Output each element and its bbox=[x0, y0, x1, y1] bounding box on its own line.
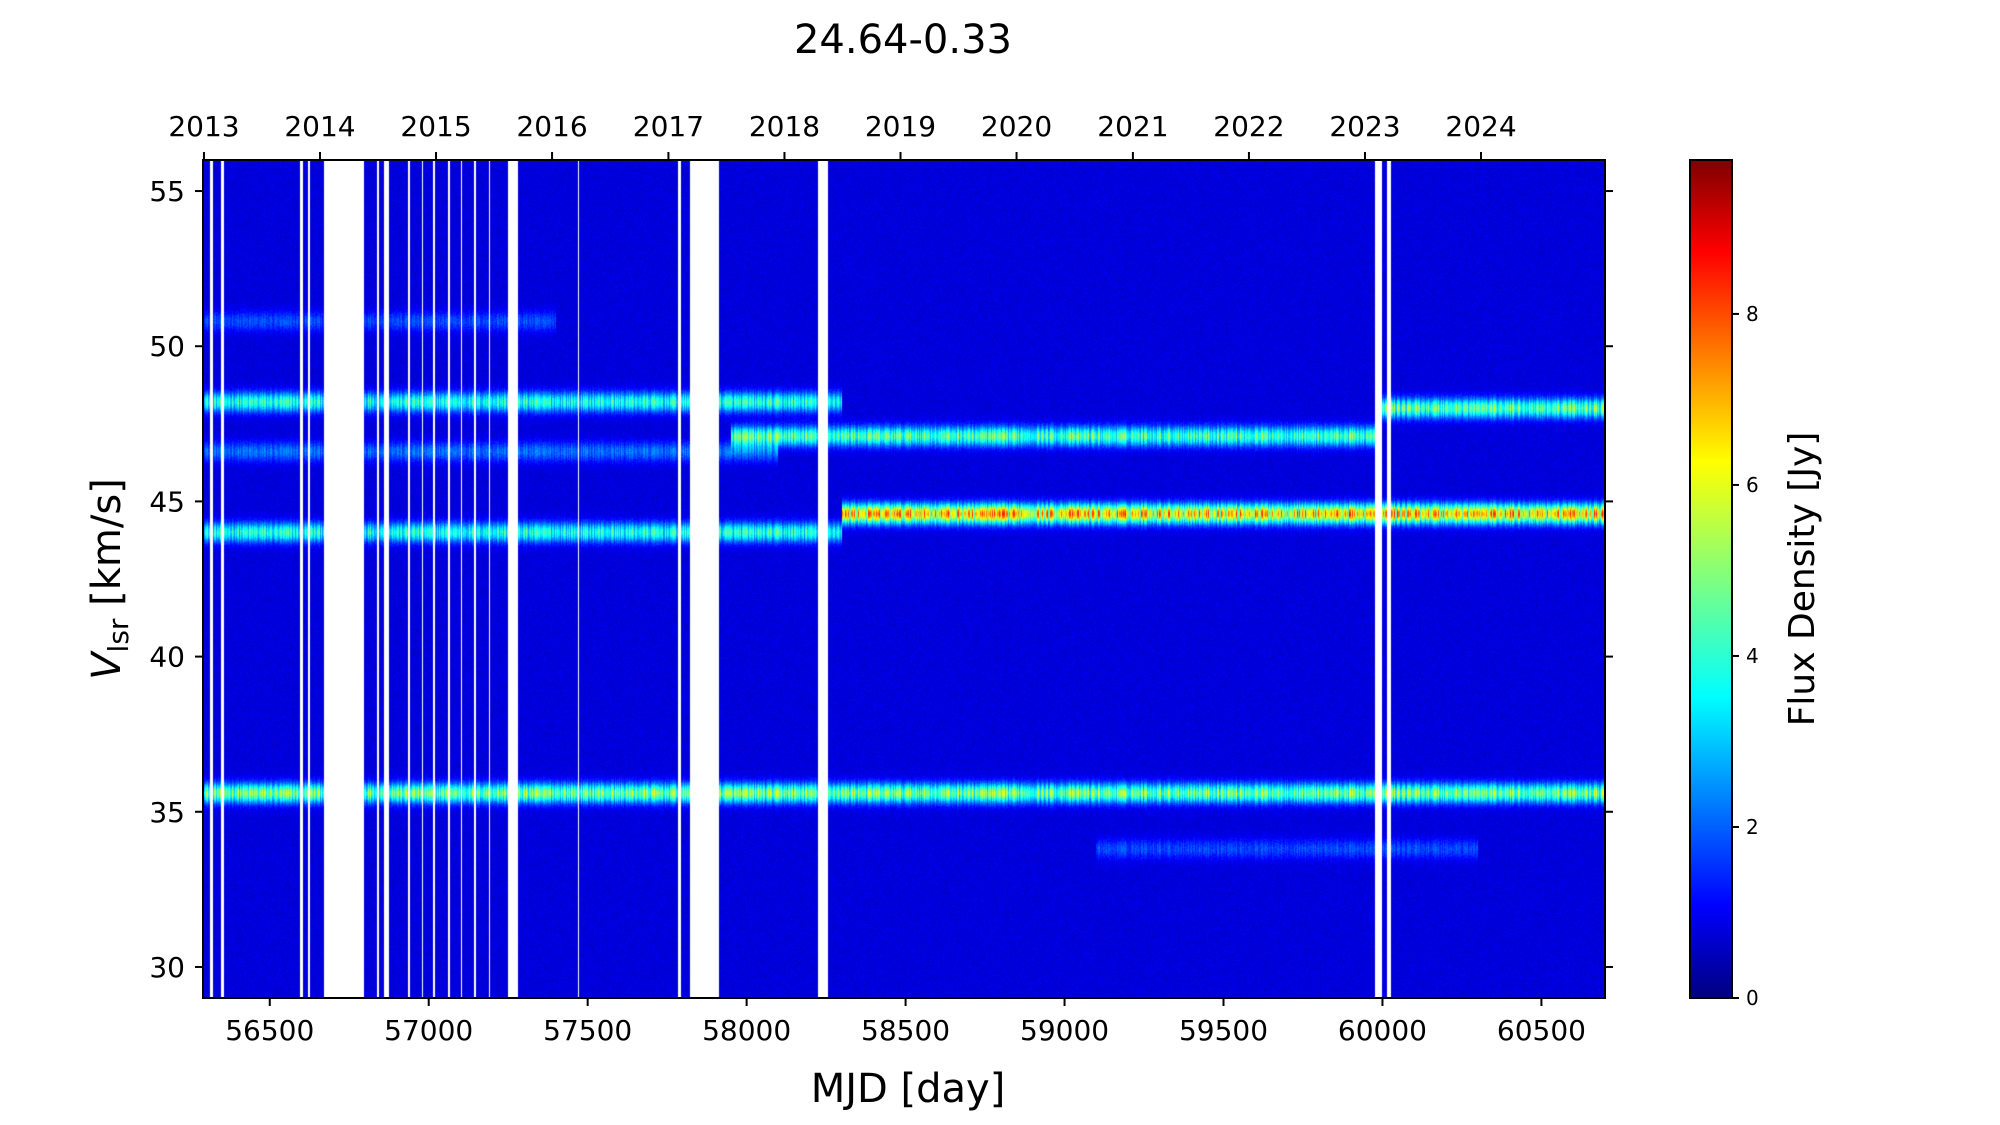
x-tick-label: 60500 bbox=[1497, 1014, 1586, 1047]
colorbar-ticks: 0 2 4 6 8 bbox=[1732, 302, 1759, 1010]
x-tick-label: 57000 bbox=[384, 1014, 473, 1047]
y-axis-label: Vlsr [km/s] bbox=[84, 478, 135, 680]
year-tick-label: 2015 bbox=[400, 110, 471, 143]
year-tick-label: 2018 bbox=[749, 110, 820, 143]
x-tick-label: 60000 bbox=[1338, 1014, 1427, 1047]
colorbar-tick-label: 4 bbox=[1746, 644, 1759, 668]
y-tick-label: 45 bbox=[149, 485, 185, 518]
y-tick-label: 40 bbox=[149, 641, 185, 674]
y-axis-label-unit: [km/s] bbox=[84, 478, 130, 618]
x-tick-label: 58000 bbox=[702, 1014, 791, 1047]
colorbar-tick-label: 6 bbox=[1746, 473, 1759, 497]
colorbar-tick-label: 0 bbox=[1746, 986, 1759, 1010]
colorbar: 0 2 4 6 8 Flux Density [Jy] bbox=[1689, 159, 1823, 1010]
heatmap-canvas bbox=[203, 160, 1605, 998]
colorbar-tick-label: 8 bbox=[1746, 302, 1759, 326]
colorbar-gradient bbox=[1689, 159, 1733, 999]
plot-frame bbox=[202, 159, 1606, 999]
year-tick-label: 2024 bbox=[1445, 110, 1516, 143]
x-axis-label: MJD [day] bbox=[811, 1066, 1006, 1112]
y-tick-label: 50 bbox=[149, 330, 185, 363]
y-axis: 30 35 40 45 50 55 bbox=[149, 175, 1613, 984]
x-tick-label: 58500 bbox=[861, 1014, 950, 1047]
year-tick-label: 2021 bbox=[1097, 110, 1168, 143]
year-tick-label: 2020 bbox=[981, 110, 1052, 143]
x-tick-label: 57500 bbox=[543, 1014, 632, 1047]
year-tick-label: 2016 bbox=[516, 110, 587, 143]
year-tick-label: 2022 bbox=[1213, 110, 1284, 143]
x-axis-bottom: 56500 57000 57500 58000 58500 59000 59500 60000… bbox=[225, 998, 1586, 1047]
y-axis-label-subscript: lsr bbox=[102, 618, 135, 652]
x-tick-label: 56500 bbox=[225, 1014, 314, 1047]
plot-area bbox=[202, 159, 1606, 999]
colorbar-label: Flux Density [Jy] bbox=[1782, 432, 1823, 727]
y-tick-label: 30 bbox=[149, 951, 185, 984]
year-tick-label: 2013 bbox=[168, 110, 239, 143]
year-tick-label: 2023 bbox=[1329, 110, 1400, 143]
x-tick-label: 59000 bbox=[1020, 1014, 1109, 1047]
y-axis-label-main: V bbox=[84, 650, 130, 680]
year-tick-label: 2019 bbox=[865, 110, 936, 143]
year-tick-label: 2014 bbox=[284, 110, 355, 143]
chart-title: 24.64-0.33 bbox=[794, 17, 1012, 63]
colorbar-tick-label: 2 bbox=[1746, 815, 1759, 839]
y-tick-label: 35 bbox=[149, 796, 185, 829]
year-tick-label: 2017 bbox=[633, 110, 704, 143]
y-tick-label: 55 bbox=[149, 175, 185, 208]
x-axis-top: 2013 2014 2015 2016 2017 2018 2019 2020 2021 2022… bbox=[168, 110, 1517, 160]
x-tick-label: 59500 bbox=[1179, 1014, 1268, 1047]
